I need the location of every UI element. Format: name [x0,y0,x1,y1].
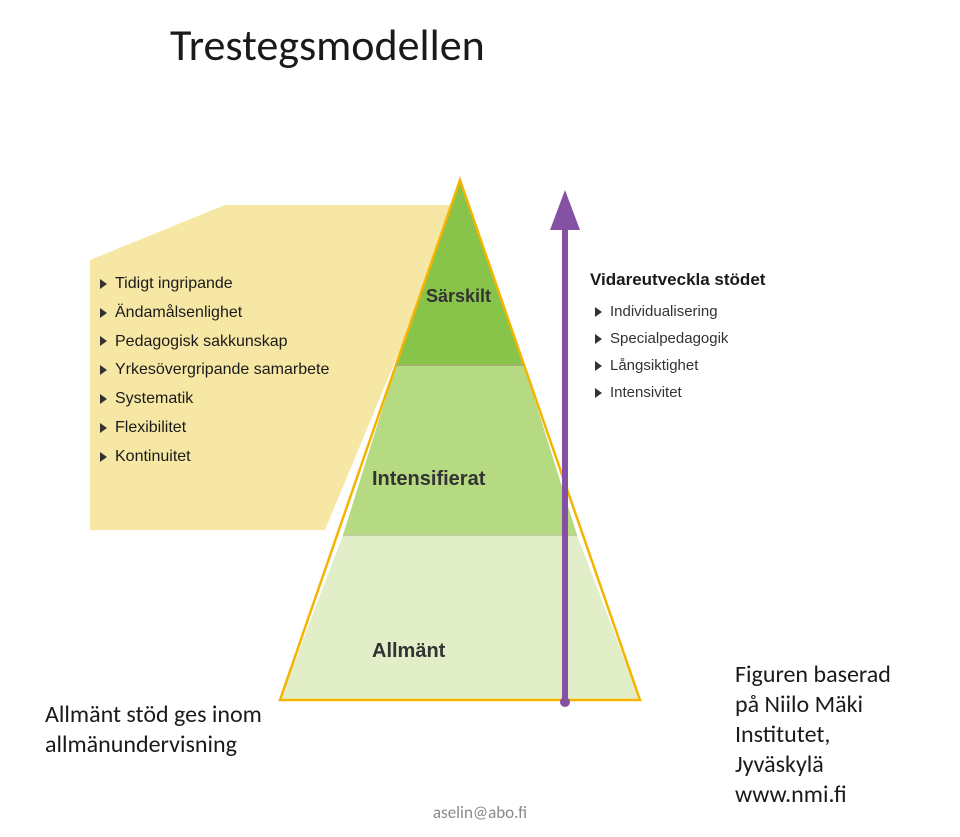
left-list-item: Flexibilitet [100,414,329,443]
right-heading: Vidareutveckla stödet [590,270,765,290]
bullet-icon [595,307,602,317]
left-list-item: Tidigt ingripande [100,270,329,299]
bullet-icon [595,361,602,371]
left-list-item-label: Pedagogisk sakkunskap [115,333,288,350]
right-list-item: Långsiktighet [595,352,728,379]
arrow-head [550,190,580,230]
left-list-item: Ändamålsenlighet [100,299,329,328]
caption-left-line2: allmänundervisning [45,730,237,759]
caption-right-line1: Figuren baserad [735,660,891,689]
right-list-item-label: Specialpedagogik [610,330,728,347]
left-list-item: Kontinuitet [100,443,329,472]
left-principles-list: Tidigt ingripande Ändamålsenlighet Pedagog… [100,270,329,472]
right-list-item-label: Intensivitet [610,384,682,401]
bullet-icon [100,279,107,289]
right-list: Individualisering Specialpedagogik Långsik… [595,298,728,406]
caption-right: Figuren baserad på Niilo Mäki Institutet… [735,660,945,810]
left-list-item: Systematik [100,385,329,414]
bullet-icon [100,423,107,433]
left-list-item: Pedagogisk sakkunskap [100,328,329,357]
right-list-item: Individualisering [595,298,728,325]
caption-right-line3: Institutet, [735,720,830,749]
left-list-item: Yrkesövergripande samarbete [100,356,329,385]
caption-left: Allmänt stöd ges inom allmänundervisning [45,700,315,760]
left-list-item-label: Flexibilitet [115,419,186,436]
bullet-icon [100,394,107,404]
right-list-item-label: Långsiktighet [610,357,698,374]
tier-label-allmant: Allmänt [372,640,445,663]
left-list-item-label: Kontinuitet [115,448,191,465]
caption-right-line4: Jyväskylä [735,750,824,779]
caption-left-line1: Allmänt stöd ges inom [45,700,262,729]
right-list-item-label: Individualisering [610,303,718,320]
footer-email: aselin@abo.fi [0,802,960,823]
arrow-base-dot [560,697,570,707]
bullet-icon [100,452,107,462]
bullet-icon [595,388,602,398]
caption-right-line2: på Niilo Mäki [735,690,863,719]
left-list-item-label: Yrkesövergripande samarbete [115,361,329,378]
right-list-item: Intensivitet [595,379,728,406]
left-list-item-label: Tidigt ingripande [115,275,233,292]
left-list-item-label: Ändamålsenlighet [115,304,242,321]
bullet-icon [100,365,107,375]
bullet-icon [100,308,107,318]
bullet-icon [100,336,107,346]
page-title: Trestegsmodellen [170,18,485,72]
tier-allmant [280,535,640,700]
left-list-item-label: Systematik [115,390,193,407]
right-list-item: Specialpedagogik [595,325,728,352]
bullet-icon [595,334,602,344]
tier-label-sarskilt: Särskilt [426,286,491,307]
tier-label-intensifierat: Intensifierat [372,468,485,491]
